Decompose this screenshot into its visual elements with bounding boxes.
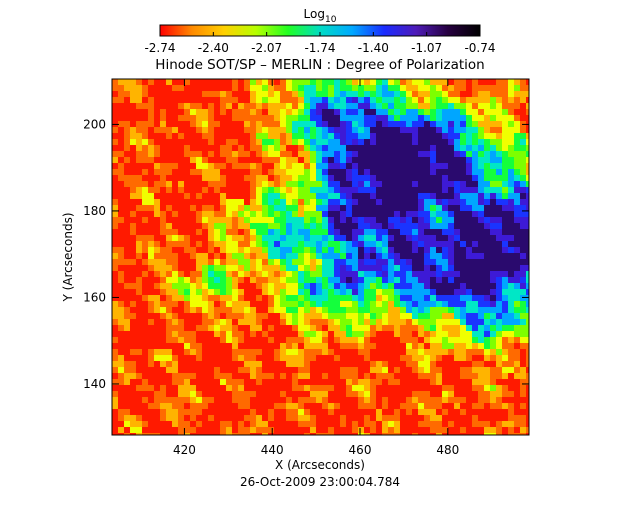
colorbar-tick-label: -0.74	[464, 41, 495, 55]
x-tick-label: 460	[349, 443, 372, 457]
x-tick-label: 420	[173, 443, 196, 457]
y-axis: 140 160 180 200	[83, 117, 529, 391]
y-tick-label: 200	[83, 117, 106, 131]
y-tick-label: 180	[83, 204, 106, 218]
y-tick-label: 140	[83, 377, 106, 391]
x-tick-label: 480	[436, 443, 459, 457]
colorbar-tick-label: -2.74	[144, 41, 175, 55]
polarization-map	[112, 79, 529, 435]
colorbar-tick-label: -2.40	[198, 41, 229, 55]
x-axis-label: X (Arcseconds)	[275, 458, 365, 472]
colorbar-ticks: -2.74 -2.40 -2.07 -1.74 -1.40 -1.07 -0.74	[144, 32, 496, 55]
timestamp: 26-Oct-2009 23:00:04.784	[240, 475, 400, 489]
plot-frame	[111, 78, 530, 436]
x-axis: 420 440 460 480	[173, 79, 459, 457]
colorbar-tick-label: -1.40	[358, 41, 389, 55]
colorbar-tick-label: -1.07	[411, 41, 442, 55]
x-tick-label: 440	[261, 443, 284, 457]
y-tick-label: 160	[83, 290, 106, 304]
colorbar-tick-label: -2.07	[251, 41, 282, 55]
figure-title: Hinode SOT/SP – MERLIN : Degree of Polar…	[155, 57, 484, 73]
y-axis-label: Y (Arcseconds)	[61, 212, 75, 302]
colorbar-label: Log10	[304, 7, 337, 25]
colorbar-tick-label: -1.74	[304, 41, 335, 55]
